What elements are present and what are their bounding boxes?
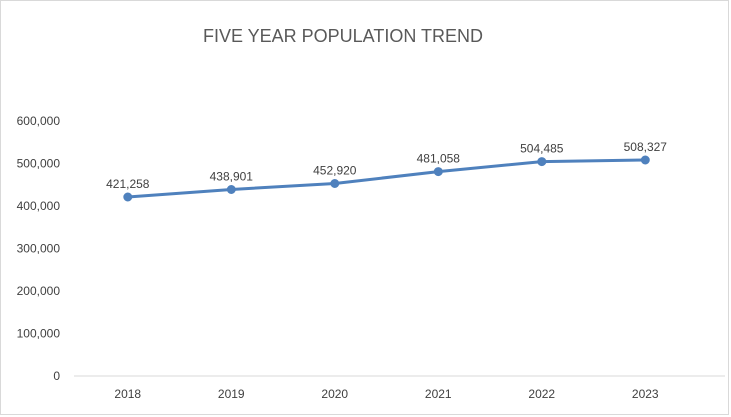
- x-tick-label: 2023: [632, 387, 659, 401]
- x-axis: 2018 2019 2020 2021 2022 2023: [74, 375, 725, 401]
- y-tick-label: 200,000: [17, 284, 61, 298]
- data-point-marker: [433, 167, 443, 177]
- data-label: 452,920: [313, 164, 357, 178]
- x-tick-label: 2022: [528, 387, 555, 401]
- y-tick-label: 0: [53, 369, 60, 383]
- x-tick-label: 2021: [425, 387, 452, 401]
- x-tick-label: 2018: [114, 387, 141, 401]
- y-axis-tick-labels: 0 100,000 200,000 300,000 400,000 500,000 600,…: [17, 114, 61, 383]
- data-label: 504,485: [520, 142, 564, 156]
- x-tick-label: 2019: [218, 387, 245, 401]
- data-label: 508,327: [624, 140, 668, 154]
- data-point-marker: [330, 179, 340, 188]
- y-tick-label: 100,000: [17, 327, 61, 341]
- y-tick-label: 600,000: [17, 114, 61, 128]
- series-group: [123, 155, 650, 202]
- y-tick-label: 400,000: [17, 199, 61, 213]
- data-point-marker: [537, 157, 547, 167]
- data-point-marker: [123, 192, 133, 202]
- data-label: 438,901: [210, 170, 254, 184]
- data-label: 481,058: [417, 152, 461, 166]
- data-label: 421,258: [106, 177, 150, 191]
- y-tick-label: 300,000: [17, 242, 61, 256]
- data-labels: 421,258 438,901 452,920 481,058 504,485 508,3…: [106, 140, 667, 191]
- series-line: [126, 158, 647, 199]
- y-tick-label: 500,000: [17, 157, 61, 171]
- x-tick-label: 2020: [321, 387, 348, 401]
- data-point-marker: [226, 185, 236, 194]
- chart-title: FIVE YEAR POPULATION TREND: [203, 26, 483, 46]
- data-point-marker: [640, 155, 650, 165]
